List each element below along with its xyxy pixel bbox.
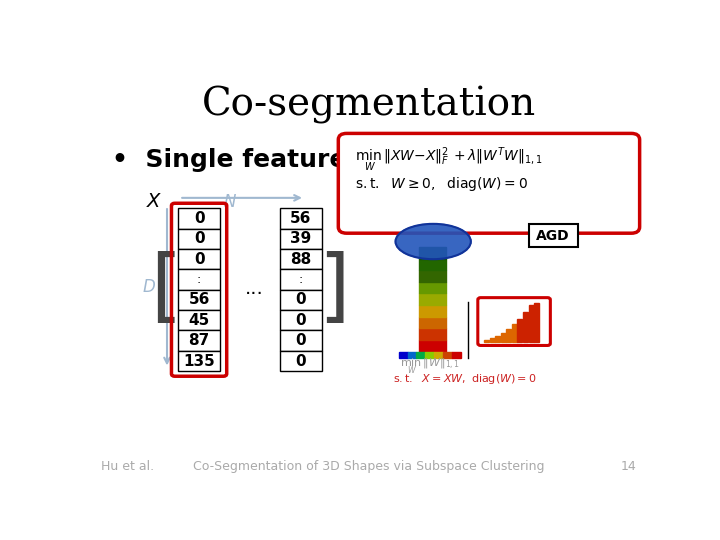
Bar (419, 247, 446, 259)
Text: 56: 56 (189, 293, 210, 307)
Bar (280, 310, 322, 330)
Text: •  Single feature:: • Single feature: (112, 148, 356, 172)
Text: $N$: $N$ (222, 193, 236, 211)
Bar (518, 319, 523, 342)
Text: $X$: $X$ (146, 192, 163, 211)
Bar (506, 329, 511, 342)
Bar (280, 269, 322, 290)
Bar (280, 228, 322, 249)
Bar (419, 317, 446, 328)
Bar (484, 340, 489, 342)
Text: Hu et al.: Hu et al. (101, 460, 154, 473)
Bar (178, 330, 220, 351)
Text: Co-Segmentation of 3D Shapes via Subspace Clustering: Co-Segmentation of 3D Shapes via Subspac… (193, 460, 545, 473)
Text: 39: 39 (290, 231, 311, 246)
FancyBboxPatch shape (528, 224, 577, 247)
Text: 0: 0 (295, 293, 306, 307)
Bar (280, 290, 322, 310)
Text: :: : (299, 273, 303, 286)
Bar (419, 340, 446, 352)
Bar (178, 310, 220, 330)
Text: 88: 88 (290, 252, 311, 267)
Text: $\mathrm{s.t.}\ \ X = XW,\ \mathrm{diag}(W) = 0$: $\mathrm{s.t.}\ \ X = XW,\ \mathrm{diag}… (393, 372, 536, 386)
Bar (399, 352, 408, 358)
Text: 0: 0 (194, 231, 204, 246)
Bar (490, 338, 495, 342)
Ellipse shape (395, 224, 471, 259)
Bar (495, 336, 500, 342)
Bar (419, 305, 446, 317)
Bar (534, 303, 539, 342)
Text: 0: 0 (295, 313, 306, 328)
Text: 0: 0 (295, 333, 306, 348)
Bar (419, 294, 446, 305)
Bar (178, 208, 220, 228)
Text: $D$: $D$ (142, 278, 156, 296)
Text: 87: 87 (189, 333, 210, 348)
Bar (408, 352, 416, 358)
Bar (419, 270, 446, 282)
Bar (426, 352, 434, 358)
Text: $\min_W\,\|XW - X\|_F^2 + \lambda\|W^TW\|_{1,1}$: $\min_W\,\|XW - X\|_F^2 + \lambda\|W^TW\… (355, 146, 543, 174)
Text: 0: 0 (194, 252, 204, 267)
FancyBboxPatch shape (478, 298, 550, 346)
Text: Co-segmentation: Co-segmentation (202, 85, 536, 124)
Bar (280, 208, 322, 228)
Bar (178, 249, 220, 269)
Bar (528, 305, 534, 342)
Text: 45: 45 (189, 313, 210, 328)
Bar (512, 325, 517, 342)
FancyBboxPatch shape (338, 133, 639, 233)
Text: 14: 14 (621, 460, 637, 473)
Text: ...: ... (246, 279, 264, 298)
Bar (419, 328, 446, 340)
Bar (416, 352, 426, 358)
Bar (419, 259, 446, 270)
Text: ]: ] (318, 251, 349, 329)
Text: $\mathrm{s.t.}\ \ W \geq 0,\ \ \mathrm{diag}(W) = 0$: $\mathrm{s.t.}\ \ W \geq 0,\ \ \mathrm{d… (355, 175, 528, 193)
Bar (178, 290, 220, 310)
Bar (178, 351, 220, 371)
Bar (500, 333, 505, 342)
Bar (178, 228, 220, 249)
Text: [: [ (150, 251, 181, 329)
Text: 135: 135 (183, 354, 215, 369)
Text: 0: 0 (194, 211, 204, 226)
Text: 56: 56 (290, 211, 311, 226)
Bar (280, 330, 322, 351)
Text: 0: 0 (295, 354, 306, 369)
Bar (452, 352, 461, 358)
Text: AGD: AGD (536, 229, 570, 242)
Bar (419, 282, 446, 294)
Text: :: : (197, 273, 201, 286)
Bar (280, 249, 322, 269)
Bar (523, 312, 528, 342)
Text: $\min_W\,\|W\|_{1,1}$: $\min_W\,\|W\|_{1,1}$ (400, 357, 460, 376)
Bar (444, 352, 452, 358)
Bar (178, 269, 220, 290)
Bar (434, 352, 444, 358)
Bar (280, 351, 322, 371)
